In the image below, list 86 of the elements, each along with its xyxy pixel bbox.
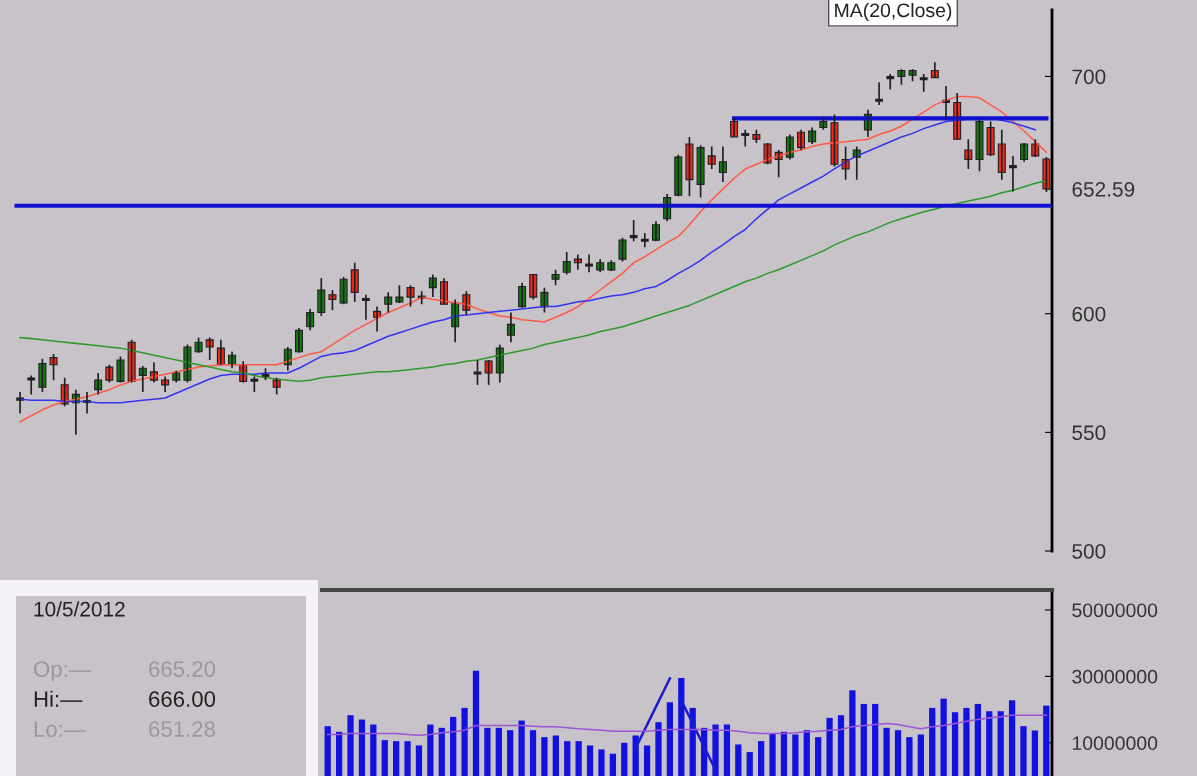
bar	[974, 703, 981, 776]
bar	[564, 741, 571, 776]
bar	[541, 737, 548, 776]
text: 666.00	[149, 691, 216, 707]
bar	[986, 711, 993, 776]
text: Hi:—	[34, 690, 83, 707]
candlestick	[975, 118, 984, 173]
bar	[849, 690, 856, 776]
y-tick-label: 652.59	[1072, 181, 1135, 197]
bar	[803, 730, 810, 776]
bar	[655, 722, 662, 776]
bar	[404, 741, 411, 776]
bar	[461, 707, 468, 776]
bar	[347, 715, 354, 776]
bar	[678, 678, 685, 776]
bar	[427, 724, 434, 776]
y-tick-label: 700	[1072, 69, 1106, 85]
bar	[894, 730, 902, 776]
bar	[621, 742, 628, 776]
bar	[393, 741, 400, 776]
bar	[324, 726, 331, 776]
bar	[997, 711, 1004, 776]
candlestick	[763, 142, 772, 166]
bar	[963, 707, 970, 776]
bar	[929, 707, 936, 776]
bar	[860, 703, 867, 776]
bar	[746, 752, 753, 776]
bar	[438, 727, 445, 776]
bar	[906, 737, 913, 776]
bar	[917, 734, 924, 776]
bar	[723, 724, 731, 776]
candlestick	[328, 289, 337, 311]
candlestick	[830, 113, 839, 168]
bar	[609, 753, 616, 776]
bar	[495, 727, 502, 776]
bar	[381, 740, 388, 776]
bar	[666, 702, 674, 776]
candlestick	[696, 144, 705, 199]
bar	[586, 745, 594, 776]
bar	[780, 731, 788, 776]
bar	[335, 731, 343, 776]
bar	[815, 737, 822, 776]
bar	[415, 745, 423, 776]
annotation: MA(20,Close)	[835, 2, 952, 22]
bar	[484, 727, 491, 776]
bar	[450, 716, 457, 776]
candlestick	[116, 355, 125, 384]
bar	[358, 719, 366, 776]
text: 10/5/2012	[34, 601, 125, 617]
bar	[1031, 730, 1039, 776]
bar	[598, 749, 605, 776]
candlestick	[685, 136, 694, 198]
bar	[1043, 705, 1050, 776]
bar	[552, 735, 559, 776]
bar	[643, 745, 651, 776]
y-tick-label: 50000000	[1072, 603, 1158, 618]
candlestick	[618, 236, 627, 263]
y-tick-label: 550	[1072, 425, 1106, 441]
bar	[837, 715, 845, 776]
line-series	[326, 714, 1048, 736]
bar	[940, 698, 947, 776]
y-tick-label: 10000000	[1072, 736, 1158, 751]
y-tick-label: 600	[1072, 306, 1106, 322]
bar	[735, 744, 742, 776]
candlestick	[183, 343, 192, 384]
bar	[872, 703, 879, 776]
bar	[529, 730, 537, 776]
bar	[769, 733, 776, 776]
bar	[575, 741, 582, 776]
bar	[472, 670, 480, 776]
bar	[1008, 700, 1016, 776]
bar	[507, 730, 514, 776]
candlestick	[406, 284, 415, 308]
bar	[370, 724, 377, 776]
y-tick-label: 500	[1072, 544, 1106, 559]
bar	[1020, 726, 1027, 776]
bar	[792, 734, 799, 776]
y-tick-label: 30000000	[1072, 669, 1158, 684]
candlestick	[49, 353, 58, 381]
bar	[951, 712, 959, 776]
bar	[758, 741, 765, 776]
candlestick	[540, 286, 549, 314]
bar	[883, 727, 890, 776]
bar	[826, 717, 833, 776]
candlestick	[339, 276, 348, 306]
bar	[518, 720, 525, 776]
